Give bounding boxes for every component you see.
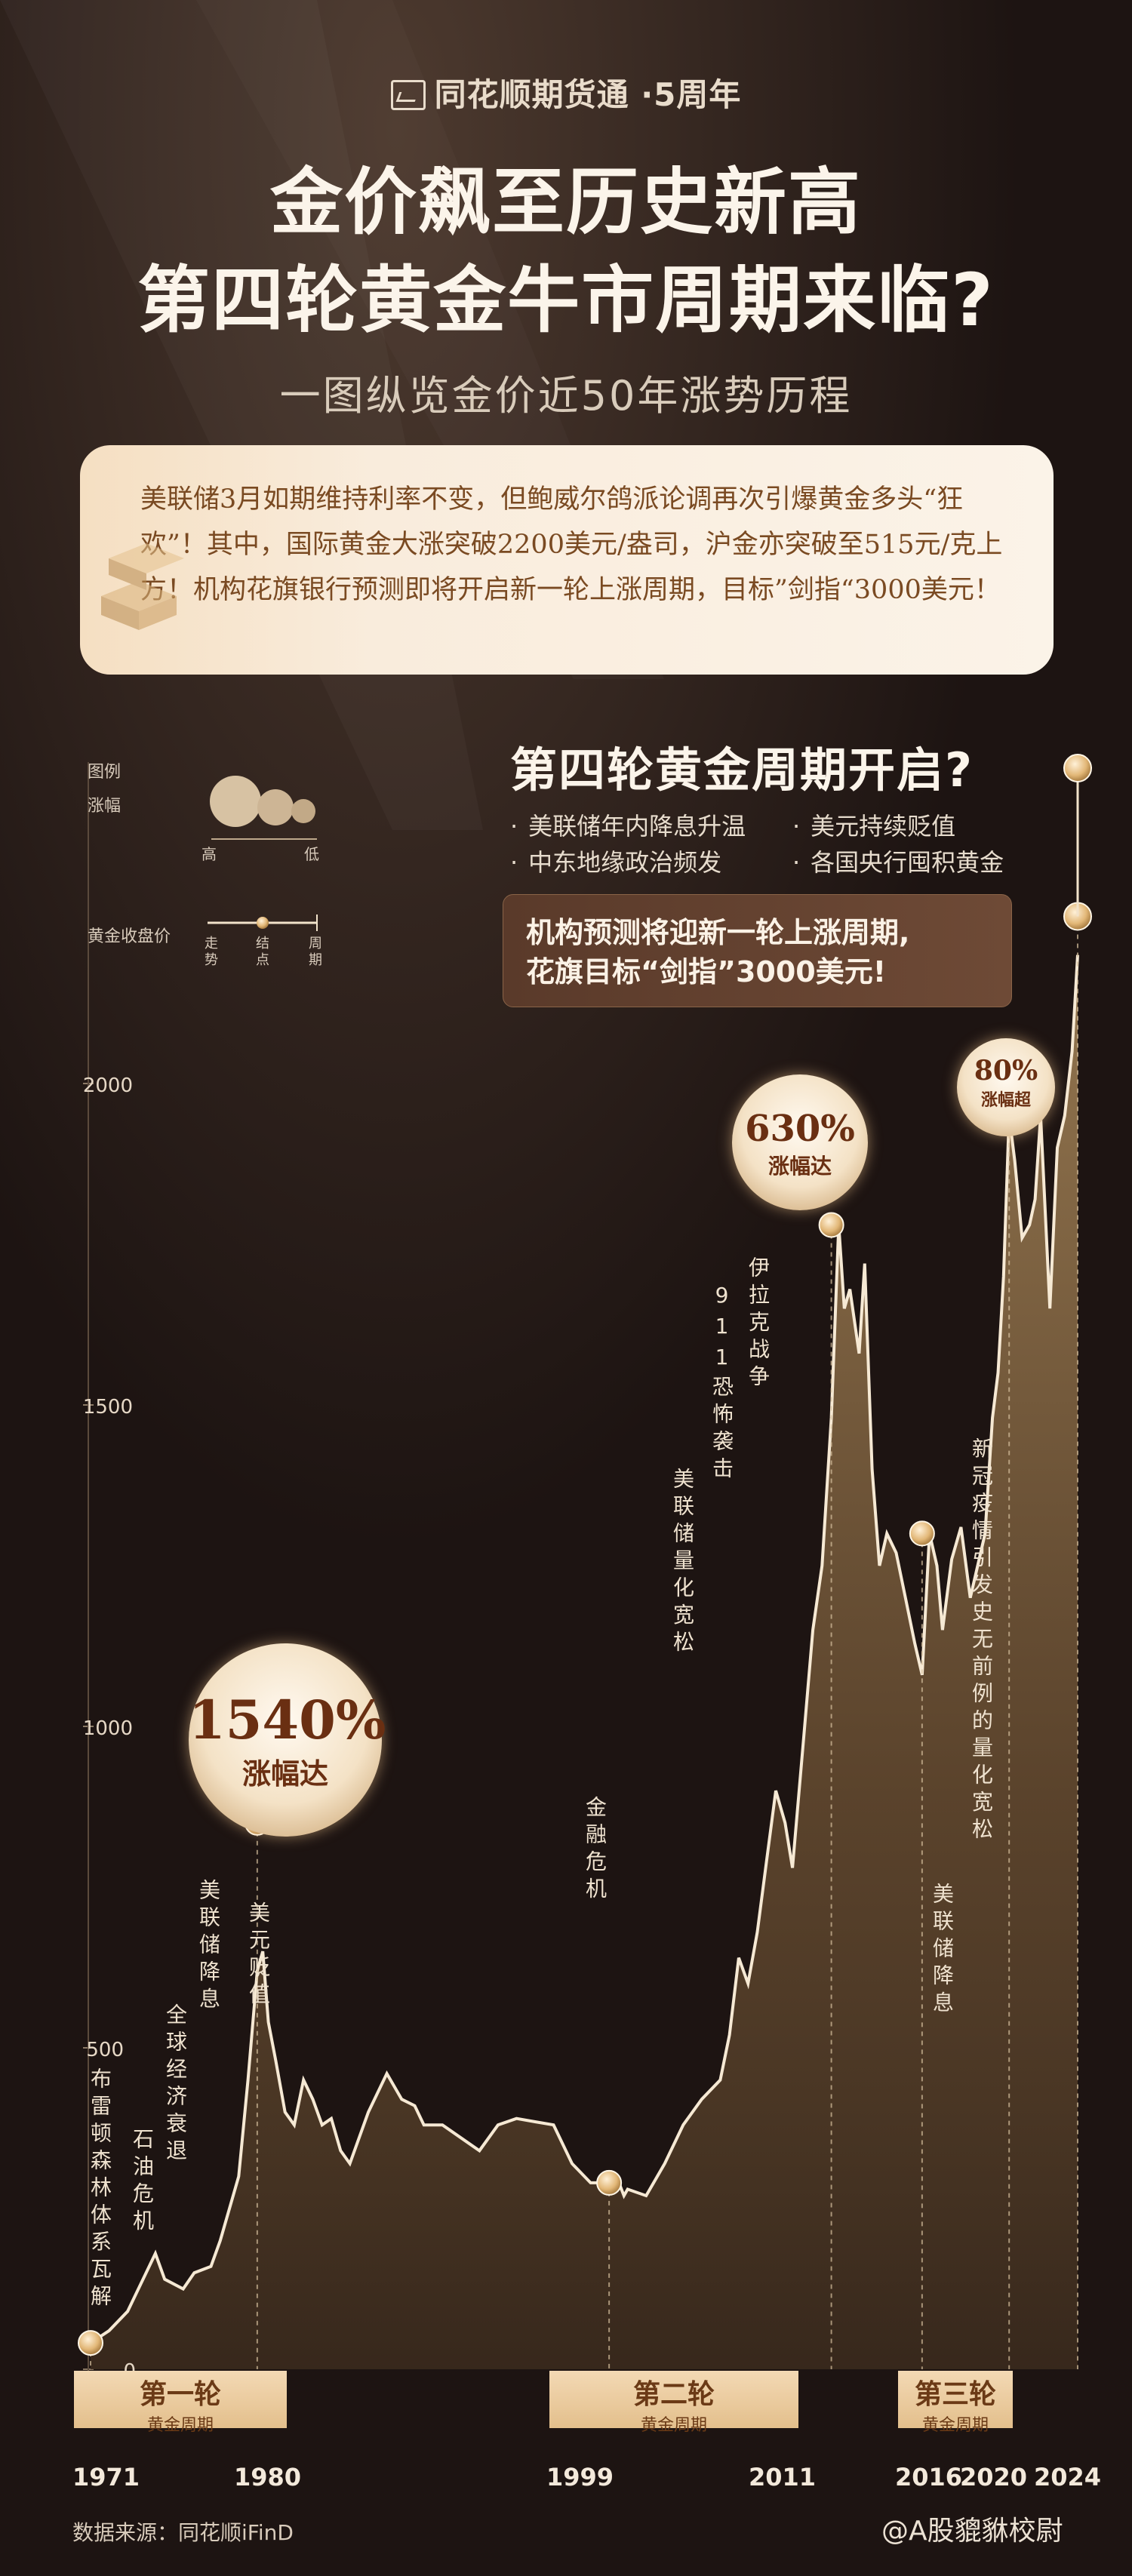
panel-title: 第四轮黄金周期开启?	[510, 742, 974, 798]
chart-markers	[78, 754, 1092, 2369]
y-tick-500: 500	[86, 2039, 124, 2061]
page-title-line1: 金价飙至历史新高	[270, 160, 862, 244]
legend-low: 低	[304, 845, 319, 863]
chart-icon	[390, 80, 426, 110]
x-tick-1980: 1980	[234, 2463, 302, 2491]
bullet-4: 各国央行囤积黄金	[792, 844, 1004, 878]
future-node	[1063, 754, 1092, 782]
x-tick-2020: 2020	[960, 2463, 1028, 2491]
gain-value-round1: 1540%	[189, 1689, 386, 1751]
gain-bubble-round1: 1540% 涨幅达	[189, 1643, 386, 1837]
bullet-2: 美元持续贬值	[792, 807, 955, 842]
y-tick-1000: 1000	[82, 1717, 133, 1740]
brand-text: 同花顺期货通 ·5周年	[434, 76, 742, 113]
event-fed-cut-2: 美联储降息	[930, 1883, 955, 2018]
legend-bubbles	[210, 776, 317, 840]
gain-bubble-round3: 80% 涨幅超	[957, 1038, 1055, 1136]
cycle-node-2	[596, 2169, 623, 2196]
x-tick-2016: 2016	[895, 2463, 963, 2491]
summary-text: 美联储3月如期维持利率不变，但鲍威尔鸽派论调再次引爆黄金多头“狂欢”！其中，国际…	[140, 484, 1003, 605]
event-covid-qe: 新冠疫情引发史无前例的量化宽松	[969, 1437, 994, 1845]
forecast-line1: 机构预测将迎新一轮上涨周期,	[526, 916, 910, 949]
event-dollar-depreciation: 美元贬值	[246, 1901, 271, 2010]
forecast-line2: 花旗目标“剑指”3000美元!	[526, 955, 887, 988]
round-3-sub: 黄金周期	[921, 2416, 989, 2435]
brand-logo: 同花顺期货通 ·5周年	[0, 69, 1132, 115]
event-iraq-war: 伊拉克战争	[746, 1256, 771, 1392]
summary-box: 美联储3月如期维持利率不变，但鲍威尔鸽派论调再次引爆黄金多头“狂欢”！其中，国际…	[80, 445, 1054, 675]
x-tick-1971: 1971	[72, 2463, 140, 2491]
event-fed-cut-1: 美联储降息	[196, 1879, 221, 2015]
gold-price-line	[89, 954, 1079, 2344]
bullet-3: 中东地缘政治频发	[510, 844, 721, 878]
forecast-box: 机构预测将迎新一轮上涨周期, 花旗目标“剑指”3000美元!	[503, 894, 1012, 1007]
event-911: 911恐怖袭击	[709, 1283, 734, 1484]
page-subtitle: 一图纵览金价近50年涨势历程	[279, 372, 853, 420]
event-financial-crisis: 金融危机	[583, 1796, 608, 1904]
legend-title: 图例	[88, 763, 122, 782]
data-source: 数据来源：同花顺iFinD	[72, 2520, 294, 2545]
legend-line-label: 黄金收盘价	[88, 927, 171, 946]
y-tick-2000: 2000	[82, 1074, 133, 1097]
bullet-1: 美联储年内降息升温	[510, 807, 746, 842]
cycle-node-4	[909, 1520, 935, 1547]
watermark: @A股貔貅校尉	[881, 2516, 1063, 2547]
legend-trend: 走势	[205, 936, 218, 968]
gain-bubble-round2: 630% 涨幅达	[732, 1074, 868, 1210]
round-2-sub: 黄金周期	[640, 2416, 707, 2435]
event-bretton-woods: 布雷顿森林体系瓦解	[88, 2067, 112, 2312]
round-bar-2: 第二轮 黄金周期	[549, 2371, 798, 2435]
cycle-node-3	[818, 1212, 844, 1238]
gain-value-round2: 630%	[745, 1108, 855, 1150]
gain-label-round1: 涨幅达	[241, 1757, 328, 1791]
legend-size-label: 涨幅	[88, 797, 122, 816]
event-global-recession: 全球经济衰退	[163, 2003, 188, 2166]
round-1-name: 第一轮	[139, 2379, 221, 2410]
chart-grid	[83, 762, 94, 2371]
legend-cycle: 周期	[309, 936, 322, 968]
round-2-name: 第二轮	[632, 2379, 715, 2410]
gold-bars-icon	[101, 543, 184, 630]
event-oil-crisis: 石油危机	[130, 2128, 155, 2236]
x-tick-2011: 2011	[749, 2463, 817, 2491]
gain-label-round2: 涨幅达	[767, 1154, 832, 1179]
legend-node: 结点	[256, 936, 269, 968]
y-tick-1500: 1500	[82, 1396, 133, 1419]
legend-high: 高	[201, 845, 217, 863]
page-title-line2: 第四轮黄金牛市周期来临?	[137, 258, 995, 343]
event-fed-qe: 美联储量化宽松	[670, 1468, 695, 1658]
round-bar-3: 第三轮 黄金周期	[898, 2371, 1013, 2435]
gain-value-round3: 80%	[974, 1055, 1038, 1087]
round-bar-1: 第一轮 黄金周期	[74, 2371, 287, 2435]
round-1-sub: 黄金周期	[146, 2416, 214, 2435]
gain-label-round3: 涨幅超	[980, 1091, 1031, 1110]
x-tick-1999: 1999	[546, 2463, 614, 2491]
cycle-node-0	[78, 2330, 103, 2356]
round-3-name: 第三轮	[914, 2379, 996, 2410]
x-tick-2024: 2024	[1034, 2463, 1102, 2491]
legend-line	[208, 915, 318, 931]
